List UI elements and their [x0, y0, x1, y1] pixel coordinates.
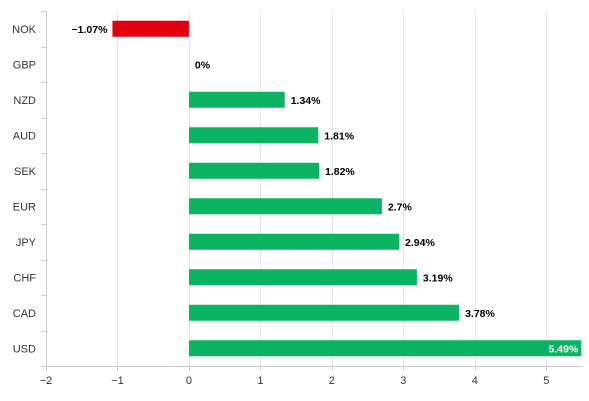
data-label-gbp: 0% — [195, 59, 211, 71]
bar-sek — [188, 162, 320, 179]
data-label-jpy: 2.94% — [405, 237, 435, 249]
data-label-nok: −1.07% — [72, 24, 109, 36]
bar-jpy — [188, 233, 400, 250]
category-label: GBP — [13, 59, 36, 71]
x-tick-label: 1 — [257, 375, 263, 387]
category-labels: NOK GBP NZD AUD SEK EUR JPY CHF CAD USD — [12, 24, 37, 356]
category-label: NZD — [13, 95, 36, 107]
bar-aud — [188, 127, 319, 144]
x-tick-label: 0 — [186, 375, 192, 387]
category-label: NOK — [12, 24, 37, 36]
bar-eur — [188, 198, 382, 215]
grid-lines — [46, 11, 547, 366]
x-tick-labels: −2 −1 0 1 2 3 4 5 — [40, 375, 550, 387]
bar-chf — [188, 269, 417, 286]
x-tick-label: 5 — [543, 375, 549, 387]
category-label: AUD — [13, 130, 36, 142]
data-label-nzd: 1.34% — [291, 95, 321, 107]
category-label: CHF — [13, 272, 36, 284]
category-label: JPY — [16, 237, 37, 249]
x-tick-label: 4 — [472, 375, 478, 387]
data-label-eur: 2.7% — [388, 201, 413, 213]
category-label: SEK — [14, 166, 37, 178]
data-label-usd: 5.49% — [549, 343, 579, 355]
category-label: CAD — [13, 308, 36, 320]
data-label-chf: 3.19% — [423, 272, 453, 284]
data-label-sek: 1.82% — [325, 166, 355, 178]
data-label-aud: 1.81% — [324, 130, 354, 142]
x-tick-label: 2 — [329, 375, 335, 387]
x-tick-label: 3 — [400, 375, 406, 387]
axes — [41, 11, 582, 371]
category-label: USD — [13, 343, 36, 355]
x-tick-label: −2 — [40, 375, 53, 387]
bar-nzd — [188, 91, 285, 108]
data-label-cad: 3.78% — [465, 308, 495, 320]
bar-cad — [188, 304, 460, 321]
bar-usd — [188, 340, 582, 357]
bars — [112, 20, 582, 357]
bar-nok — [112, 20, 189, 37]
category-label: EUR — [13, 201, 36, 213]
x-tick-label: −1 — [111, 375, 124, 387]
data-labels: −1.07% 0% 1.34% 1.81% 1.82% 2.7% 2.94% 3.19% 3.7… — [72, 24, 579, 356]
